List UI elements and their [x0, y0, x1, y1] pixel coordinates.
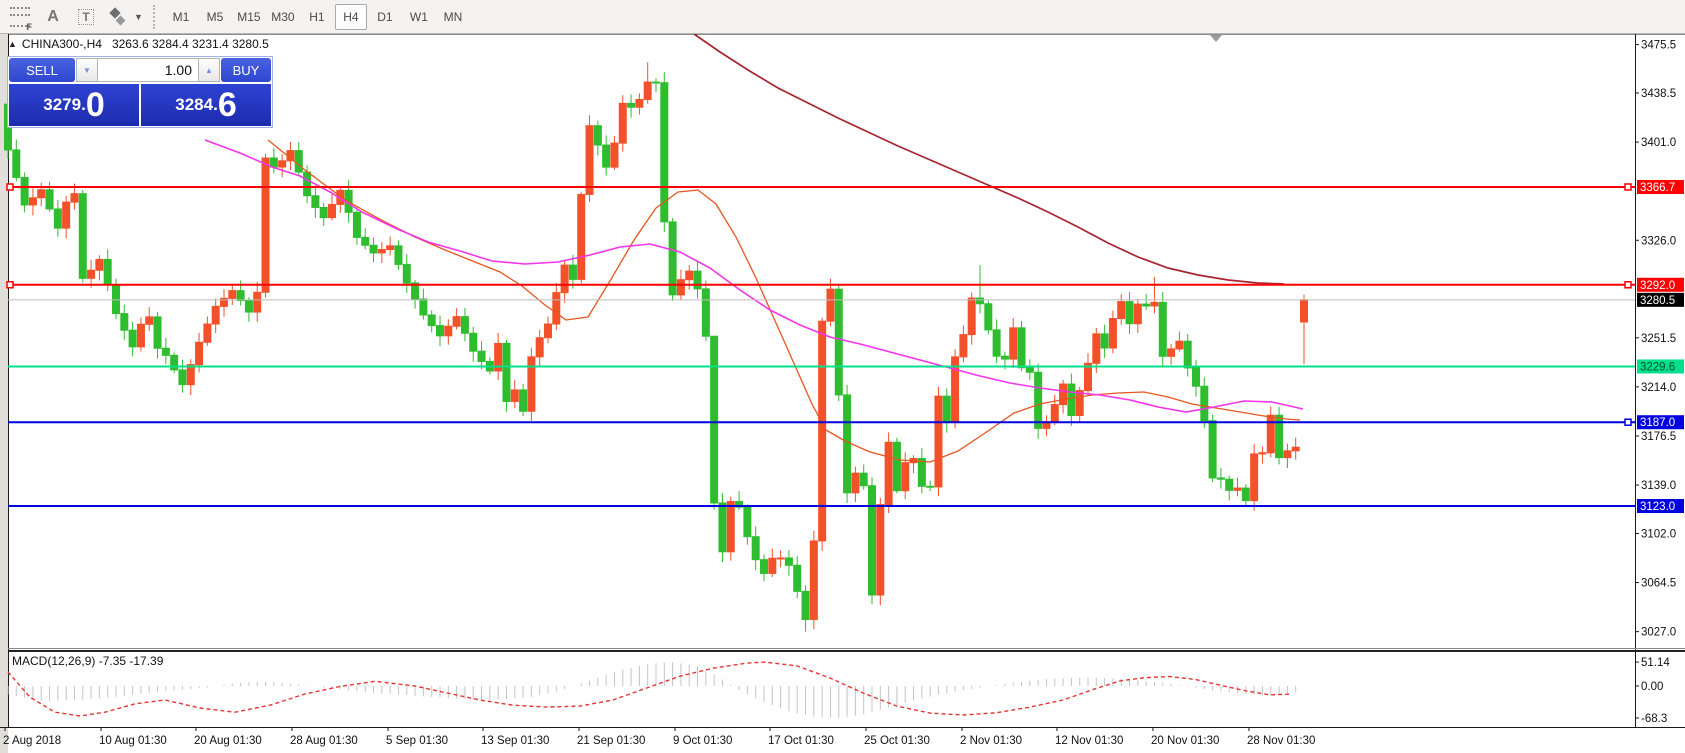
price-level-label: [1637, 415, 1684, 430]
timeframe-button-h4[interactable]: H4: [334, 3, 367, 30]
price-tick-label: 3102.0: [1641, 528, 1676, 540]
text-t-icon: T: [78, 8, 94, 25]
time-tick-label: 20 Nov 01:30: [1151, 735, 1219, 747]
price-axis[interactable]: 3475.5 3438.5 3401.0 3326.0 3251.5 3214.0 3176…: [1635, 40, 1676, 639]
toolbar: F A T ▼ M1 M5 M15 M30 H1 H4 D1 W1 MN: [0, 0, 1685, 34]
time-axis[interactable]: 2 Aug 2018 10 Aug 01:30 20 Aug 01:30 28 Aug…: [3, 727, 1315, 747]
timeframe-button-h1[interactable]: H1: [309, 9, 325, 24]
candles-layer: [4, 62, 1309, 632]
font-tool-button[interactable]: A: [40, 6, 66, 28]
timeframe-button-d1[interactable]: D1: [377, 9, 393, 24]
spin-up-icon: ▲: [205, 65, 213, 75]
timeframe-button-m1[interactable]: M1: [172, 9, 190, 24]
svg-text:3229.6: 3229.6: [1640, 361, 1675, 373]
time-tick-label: 2 Nov 01:30: [960, 735, 1022, 747]
current-price-layer: 3280.5: [8, 292, 1684, 307]
time-tick-label: 21 Sep 01:30: [577, 735, 645, 747]
volume-increase-button[interactable]: ▲: [198, 58, 220, 82]
toolbar-separator: [152, 4, 156, 29]
buy-price-base: 3284.: [175, 95, 218, 114]
price-levels-layer: 3366.7 3292.0 3229.6 3187.0 3123.0: [6, 179, 1684, 513]
time-tick-label: 13 Sep 01:30: [481, 735, 549, 747]
macd-scale-label: 51.14: [1641, 657, 1670, 669]
time-tick-label: 2 Aug 2018: [3, 735, 61, 747]
timeframe-button-w1[interactable]: W1: [409, 9, 428, 24]
arrows-icon: [108, 6, 130, 26]
time-tick-label: 9 Oct 01:30: [673, 735, 732, 747]
macd-indicator-label: MACD(12,26,9) -7.35 -17.39: [12, 654, 164, 668]
price-tick-label: 3438.5: [1641, 88, 1676, 100]
price-tick-label: 3326.0: [1641, 235, 1676, 247]
volume-input[interactable]: 1.00: [98, 58, 198, 82]
svg-text:3123.0: 3123.0: [1640, 501, 1675, 513]
sell-price-tile[interactable]: 3279. 0: [9, 84, 139, 126]
timeframe-button-m15[interactable]: M15: [237, 9, 261, 24]
chart-frame: [0, 33, 1685, 753]
sell-price-big-digit: 0: [85, 86, 105, 124]
price-level-label: [1637, 498, 1684, 513]
timeframe-button-m30[interactable]: M30: [271, 9, 295, 24]
price-tick-label: 3475.5: [1641, 40, 1676, 52]
one-click-trading-panel: SELL ▼ 1.00 ▲ BUY 3279. 0 3284. 6: [7, 56, 273, 128]
time-tick-label: 25 Oct 01:30: [864, 735, 930, 747]
price-tick-label: 3064.5: [1641, 578, 1676, 590]
time-tick-label: 10 Aug 01:30: [99, 735, 167, 747]
time-tick-label: 5 Sep 01:30: [386, 735, 448, 747]
time-tick-label: 17 Oct 01:30: [768, 735, 834, 747]
font-a-icon: A: [47, 7, 59, 25]
price-level-label: [1637, 179, 1684, 194]
price-tick-label: 3401.0: [1641, 137, 1676, 149]
timeframe-button-m5[interactable]: M5: [206, 9, 224, 24]
ohlc-readout: 3263.6 3284.4 3231.4 3280.5: [111, 37, 269, 51]
sell-button[interactable]: SELL: [9, 58, 75, 82]
volume-decrease-button[interactable]: ▼: [76, 58, 98, 82]
price-level-label: [1637, 277, 1684, 292]
spin-down-icon: ▼: [83, 65, 91, 75]
time-tick-label: 12 Nov 01:30: [1055, 735, 1123, 747]
price-tick-label: 3214.0: [1641, 382, 1676, 394]
ma-mid-magenta: [204, 139, 1304, 413]
timeframe-button-mn[interactable]: MN: [443, 9, 463, 24]
grid-f-icon: F: [10, 6, 32, 32]
chart-title: ▲ CHINA300-,H4 3263.6 3284.4 3231.4 3280…: [8, 37, 269, 51]
ma-lines-layer: [204, 33, 1304, 463]
ma-fast-orange: [267, 139, 1301, 463]
svg-text:3366.7: 3366.7: [1640, 182, 1675, 194]
buy-price-tile[interactable]: 3284. 6: [141, 84, 271, 126]
svg-text:3187.0: 3187.0: [1640, 417, 1675, 429]
timeframe-bar: M1 M5 M15 M30 H1 H4 D1 W1 MN: [164, 3, 470, 30]
current-price-label: [1637, 292, 1684, 307]
svg-text:3292.0: 3292.0: [1640, 280, 1675, 292]
macd-scale-label: 0.00: [1641, 681, 1663, 693]
price-tick-label: 3139.0: [1641, 480, 1676, 492]
price-tick-label: 3027.0: [1641, 627, 1676, 639]
macd-scale-label: -68.3: [1641, 713, 1667, 725]
time-tick-label: 20 Aug 01:30: [194, 735, 262, 747]
time-tick-label: 28 Aug 01:30: [290, 735, 358, 747]
arrows-tool-button[interactable]: [106, 6, 132, 28]
arrows-dropdown-caret-icon[interactable]: ▼: [134, 11, 143, 22]
macd-signal-line: [7, 661, 1293, 717]
chart-shift-marker-icon: [1210, 35, 1222, 42]
ma-slow-darkred: [693, 33, 1285, 285]
price-level-label: [1637, 359, 1684, 374]
buy-button[interactable]: BUY: [221, 58, 271, 82]
svg-text:3280.5: 3280.5: [1640, 295, 1675, 307]
collapse-panel-icon[interactable]: ▲: [8, 39, 17, 49]
text-label-tool-button[interactable]: T: [73, 6, 99, 28]
macd-pane: MACD(12,26,9) -7.35 -17.39 51.14 0.00 -68.3: [7, 654, 1670, 725]
sell-price-base: 3279.: [43, 95, 86, 114]
buy-price-big-digit: 6: [217, 86, 237, 124]
price-tick-label: 3251.5: [1641, 333, 1676, 345]
grid-f-tool-button[interactable]: F: [7, 6, 33, 32]
symbol-period-label: CHINA300-,H4: [21, 37, 102, 51]
time-tick-label: 28 Nov 01:30: [1247, 735, 1315, 747]
price-tick-label: 3176.5: [1641, 431, 1676, 443]
